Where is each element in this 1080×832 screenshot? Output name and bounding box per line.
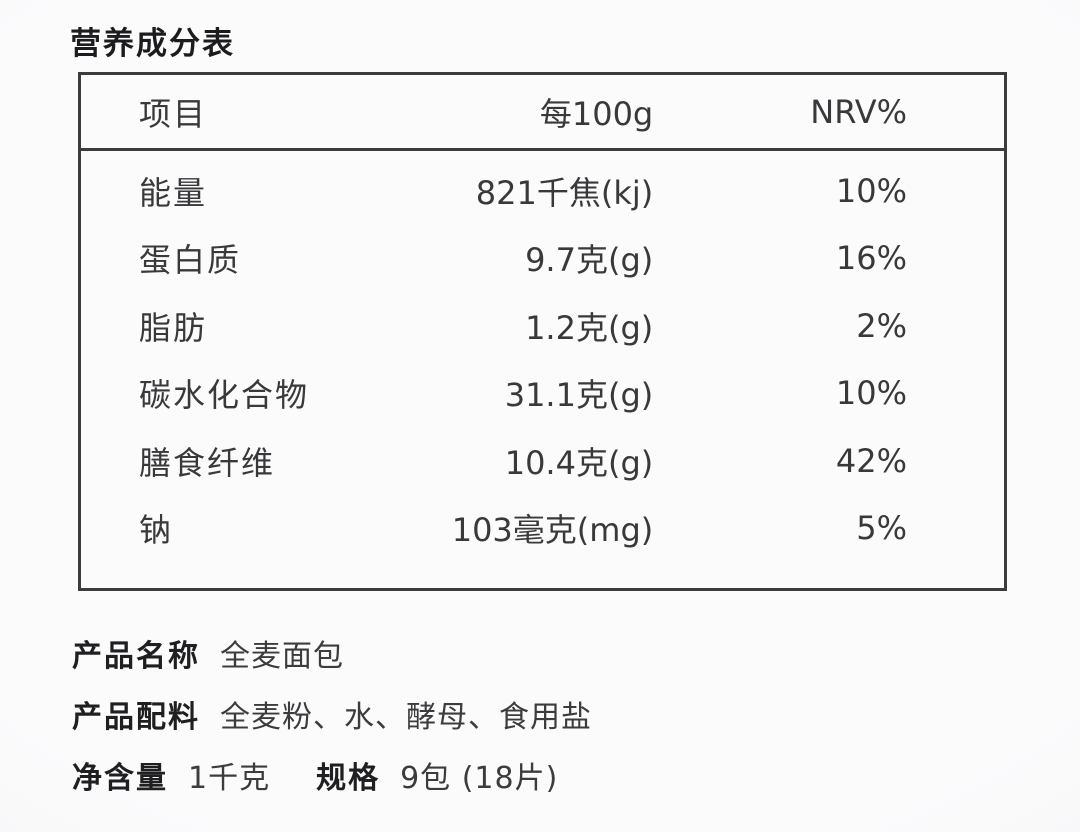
net-content-label: 净含量 (72, 760, 168, 796)
cell-item: 蛋白质 (139, 241, 242, 280)
cell-amount: 9.7克(g) (525, 241, 654, 280)
cell-item: 膳食纤维 (139, 443, 276, 482)
cell-amount: 1.2克(g) (525, 308, 654, 347)
header-cell-per100g: 每100g (539, 94, 654, 133)
table-row-protein: 蛋白质 9.7克(g) 16% (81, 225, 1004, 293)
table-row-dietary-fiber: 膳食纤维 10.4克(g) 42% (81, 427, 1004, 495)
cell-nrv: 16% (835, 239, 907, 278)
cell-nrv: 5% (856, 509, 907, 548)
cell-nrv: 42% (835, 441, 907, 480)
table-row-fat: 脂肪 1.2克(g) 2% (81, 292, 1004, 360)
spec-value: 9包 (18片) (400, 760, 559, 796)
cell-nrv: 10% (835, 374, 907, 413)
header-cell-nrv: NRV% (810, 92, 907, 131)
spec-pair: 规格 9包 (18片) (316, 753, 558, 797)
nutrition-table: 项目 每100g NRV% 能量 821千焦(kj) 10% 蛋白质 9.7克(… (78, 72, 1007, 591)
table-body: 能量 821千焦(kj) 10% 蛋白质 9.7克(g) 16% 脂肪 1.2克… (81, 151, 1004, 588)
product-name-label: 产品名称 (72, 638, 200, 674)
net-content-value: 1千克 (188, 760, 271, 796)
table-row-sodium: 钠 103毫克(mg) 5% (81, 495, 1004, 563)
cell-item: 钠 (139, 511, 174, 550)
cell-item: 碳水化合物 (139, 376, 310, 415)
cell-nrv: 10% (835, 171, 907, 210)
cell-amount: 821千焦(kj) (475, 173, 654, 212)
table-row-energy: 能量 821千焦(kj) 10% (81, 157, 1004, 225)
header-cell-item: 项目 (139, 94, 208, 133)
product-ingredients-label: 产品配料 (72, 699, 200, 735)
cell-item: 脂肪 (139, 308, 208, 347)
cell-amount: 10.4克(g) (504, 443, 654, 482)
page-title: 营养成分表 (70, 26, 235, 62)
table-header-row: 项目 每100g NRV% (81, 75, 1004, 151)
product-name-value: 全麦面包 (220, 638, 344, 674)
product-info: 产品名称 全麦面包 产品配料 全麦粉、水、酵母、食用盐 净含量 1千克 规格 9… (72, 622, 1012, 805)
product-ingredients-value: 全麦粉、水、酵母、食用盐 (220, 699, 592, 735)
net-content-spec-line: 净含量 1千克 规格 9包 (18片) (72, 744, 1012, 805)
cell-amount: 31.1克(g) (504, 376, 654, 415)
cell-nrv: 2% (856, 306, 907, 345)
product-name-line: 产品名称 全麦面包 (72, 622, 1012, 683)
net-content-pair: 净含量 1千克 (72, 753, 270, 797)
cell-amount: 103毫克(mg) (451, 511, 654, 550)
cell-item: 能量 (139, 173, 208, 212)
spec-label: 规格 (316, 760, 381, 796)
table-row-carbohydrate: 碳水化合物 31.1克(g) 10% (81, 360, 1004, 428)
product-ingredients-line: 产品配料 全麦粉、水、酵母、食用盐 (72, 683, 1012, 744)
